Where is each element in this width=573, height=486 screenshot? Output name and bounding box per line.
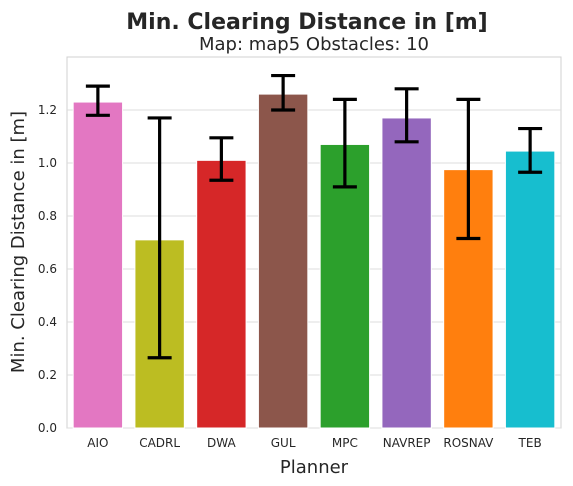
- bar-mpc: [319, 143, 371, 429]
- y-tick-label: 1.2: [38, 103, 57, 117]
- error-bar-dwa: [209, 136, 234, 182]
- x-tick-label: DWA: [207, 436, 236, 450]
- bar-navrep: [381, 117, 432, 429]
- error-bar-gul: [271, 73, 296, 112]
- bar-teb: [504, 150, 556, 429]
- x-tick-label: MPC: [332, 436, 358, 450]
- x-tick-label: NAVREP: [383, 436, 431, 450]
- y-tick-label: 1.0: [38, 156, 57, 170]
- y-tick-label: 0.0: [38, 421, 57, 435]
- error-bar-rosnav: [456, 97, 481, 241]
- x-tick-label: CADRL: [139, 436, 180, 450]
- x-tick-labels: AIO CADRL DWA GUL MPC NAVREP ROSNAV TEB: [87, 436, 541, 450]
- error-bar-teb: [518, 126, 543, 174]
- x-tick-label: AIO: [87, 436, 108, 450]
- error-bar-navrep: [394, 87, 419, 144]
- y-tick-label: 0.4: [38, 315, 57, 329]
- bar-gul: [257, 93, 309, 429]
- bar-aio: [72, 101, 124, 429]
- y-tick-label: 0.8: [38, 209, 57, 223]
- x-tick-label: TEB: [518, 436, 542, 450]
- x-axis-label: Planner: [280, 457, 349, 478]
- x-tick-label: GUL: [271, 436, 296, 450]
- chart-subtitle: Map: map5 Obstacles: 10: [199, 34, 429, 55]
- error-bars: [85, 73, 543, 360]
- x-tick-label: ROSNAV: [443, 436, 494, 450]
- y-tick-label: 0.6: [38, 262, 57, 276]
- y-tick-label: 0.2: [38, 368, 57, 382]
- y-axis-label: Min. Clearing Distance in [m]: [8, 111, 29, 373]
- bar-rosnav: [443, 169, 494, 429]
- error-bar-aio: [85, 84, 110, 117]
- bars: [72, 93, 556, 429]
- error-bar-mpc: [332, 97, 357, 189]
- bar-dwa: [196, 159, 247, 429]
- chart-title: Min. Clearing Distance in [m]: [126, 10, 487, 35]
- error-bar-cadrl: [147, 116, 172, 360]
- y-tick-labels: 0.0 0.2 0.4 0.6 0.8 1.0 1.2: [38, 103, 57, 435]
